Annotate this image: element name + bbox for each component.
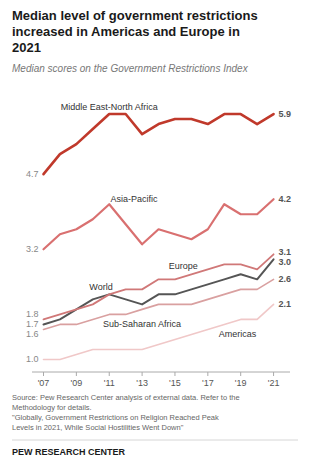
x-tick-label: '17	[202, 378, 214, 388]
x-tick-label: '21	[268, 378, 280, 388]
x-tick	[240, 372, 241, 376]
source-line: Levels in 2021, While Social Hostilities…	[12, 423, 184, 432]
value-label: 4.7	[26, 169, 39, 179]
x-tick-label: '15	[169, 378, 181, 388]
x-tick-label: '11	[104, 378, 115, 388]
value-label: 1.6	[26, 329, 39, 339]
x-tick	[273, 372, 274, 376]
plot-lines	[44, 114, 274, 359]
x-tick	[142, 372, 143, 376]
subtitle: Median scores on the Government Restrict…	[12, 63, 249, 74]
value-label: 1.7	[26, 319, 39, 329]
source: Source: Pew Research Center analysis of …	[12, 393, 240, 432]
title-line: Median level of government restrictions	[12, 8, 258, 23]
separator	[12, 440, 298, 441]
series-name: World	[89, 282, 112, 292]
value-label: 2.1	[279, 299, 292, 309]
series-line	[44, 114, 274, 174]
x-tick	[76, 372, 77, 376]
series-name: Americas	[219, 329, 257, 339]
series-name: Europe	[169, 261, 198, 271]
series-name: Middle East-North Africa	[61, 102, 158, 112]
value-label: 2.6	[279, 274, 292, 284]
x-axis-line	[32, 372, 290, 373]
series-line	[44, 279, 274, 329]
value-label: 4.2	[279, 194, 292, 204]
source-line: Source: Pew Research Center analysis of …	[12, 393, 240, 402]
x-tick-label: '19	[235, 378, 247, 388]
series-line	[44, 199, 274, 249]
value-label: 1.8	[26, 309, 39, 319]
x-tick-label: '09	[71, 378, 83, 388]
value-label: 1.0	[26, 354, 39, 364]
footer-line: PEW RESEARCH CENTER	[12, 447, 126, 457]
x-tick-label: '07	[38, 378, 50, 388]
value-label: 3.2	[26, 244, 39, 254]
x-tick-label: '13	[136, 378, 148, 388]
series-line	[44, 254, 274, 319]
chart: Median level of government restrictionsi…	[0, 0, 310, 469]
series-name: Asia-Pacific	[110, 194, 158, 204]
title-line: increased in Americas and Europe in	[12, 24, 240, 39]
value-label: 3.1	[279, 247, 292, 257]
value-label: 3.0	[279, 257, 292, 267]
footer: PEW RESEARCH CENTER	[12, 447, 126, 457]
series-name: Sub-Saharan Africa	[103, 319, 181, 329]
x-tick	[207, 372, 208, 376]
title: Median level of government restrictionsi…	[12, 8, 258, 55]
source-line: Methodology for details.	[12, 403, 92, 412]
x-tick	[43, 372, 44, 376]
source-line: "Globally, Government Restrictions on Re…	[12, 413, 219, 422]
series-line	[44, 259, 274, 324]
x-tick	[109, 372, 110, 376]
series-line	[44, 304, 274, 359]
value-label: 5.9	[279, 109, 292, 119]
subtitle-line: Median scores on the Government Restrict…	[12, 63, 249, 74]
x-tick	[174, 372, 175, 376]
title-line: 2021	[12, 40, 41, 55]
